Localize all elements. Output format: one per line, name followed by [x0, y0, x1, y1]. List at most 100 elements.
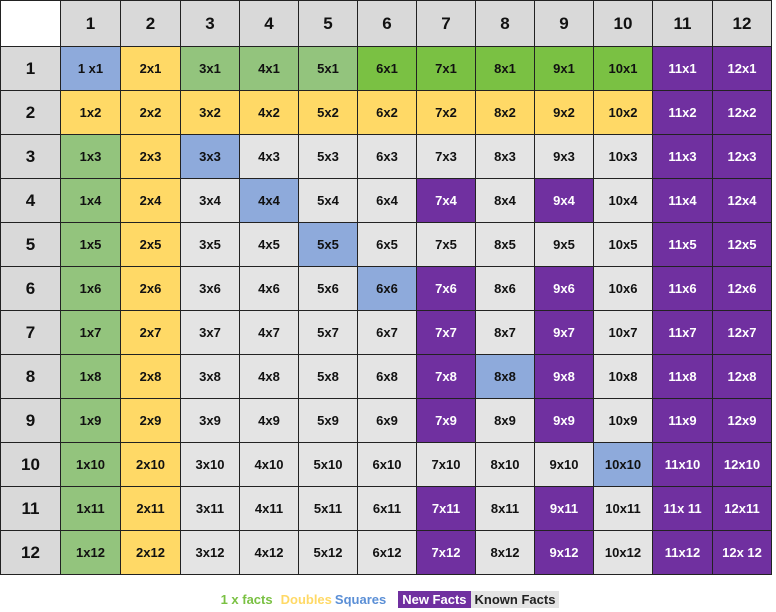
fact-cell: 12x10	[712, 442, 772, 487]
row-header: 2	[0, 90, 61, 135]
column-header: 1	[60, 0, 121, 47]
fact-cell: 4x4	[239, 178, 299, 223]
fact-cell: 12x11	[712, 486, 772, 531]
fact-cell: 6x12	[357, 530, 417, 575]
fact-cell: 9x10	[534, 442, 594, 487]
fact-cell: 9x1	[534, 46, 594, 91]
fact-cell: 2x10	[120, 442, 181, 487]
fact-cell: 3x3	[180, 134, 240, 179]
row-header: 5	[0, 222, 61, 267]
row-header: 8	[0, 354, 61, 399]
fact-cell: 1x3	[60, 134, 121, 179]
fact-cell: 3x5	[180, 222, 240, 267]
fact-cell: 11x6	[652, 266, 713, 311]
column-header: 10	[593, 0, 653, 47]
row-header: 7	[0, 310, 61, 355]
fact-cell: 11x7	[652, 310, 713, 355]
legend-doubles: Doubles	[280, 591, 332, 607]
fact-cell: 7x4	[416, 178, 476, 223]
fact-cell: 4x5	[239, 222, 299, 267]
fact-cell: 12x4	[712, 178, 772, 223]
fact-cell: 12x6	[712, 266, 772, 311]
row-header: 6	[0, 266, 61, 311]
fact-cell: 11x8	[652, 354, 713, 399]
fact-cell: 2x8	[120, 354, 181, 399]
legend: 1 x facts Doubles Squares New Facts Know…	[0, 588, 776, 610]
fact-cell: 8x6	[475, 266, 535, 311]
fact-cell: 8x7	[475, 310, 535, 355]
fact-cell: 9x9	[534, 398, 594, 443]
fact-cell: 8x11	[475, 486, 535, 531]
fact-cell: 10x10	[593, 442, 653, 487]
column-header: 11	[652, 0, 713, 47]
fact-cell: 11x4	[652, 178, 713, 223]
row-header: 12	[0, 530, 61, 575]
fact-cell: 8x10	[475, 442, 535, 487]
fact-cell: 10x5	[593, 222, 653, 267]
column-header: 2	[120, 0, 181, 47]
fact-cell: 7x8	[416, 354, 476, 399]
fact-cell: 7x9	[416, 398, 476, 443]
column-header: 12	[712, 0, 772, 47]
fact-cell: 10x9	[593, 398, 653, 443]
row-header: 9	[0, 398, 61, 443]
fact-cell: 6x9	[357, 398, 417, 443]
fact-cell: 2x11	[120, 486, 181, 531]
fact-cell: 8x1	[475, 46, 535, 91]
legend-known-facts: Known Facts	[470, 590, 560, 608]
fact-cell: 9x12	[534, 530, 594, 575]
fact-cell: 5x3	[298, 134, 358, 179]
fact-cell: 10x8	[593, 354, 653, 399]
fact-cell: 7x1	[416, 46, 476, 91]
fact-cell: 4x11	[239, 486, 299, 531]
fact-cell: 2x7	[120, 310, 181, 355]
fact-cell: 5x9	[298, 398, 358, 443]
fact-cell: 7x7	[416, 310, 476, 355]
fact-cell: 1x12	[60, 530, 121, 575]
fact-cell: 8x9	[475, 398, 535, 443]
row-header: 11	[0, 486, 61, 531]
fact-cell: 5x1	[298, 46, 358, 91]
fact-cell: 5x8	[298, 354, 358, 399]
fact-cell: 11x5	[652, 222, 713, 267]
fact-cell: 2x1	[120, 46, 181, 91]
fact-cell: 12x3	[712, 134, 772, 179]
legend-one-facts: 1 x facts	[220, 591, 273, 607]
fact-cell: 8x4	[475, 178, 535, 223]
fact-cell: 1x2	[60, 90, 121, 135]
fact-cell: 7x2	[416, 90, 476, 135]
fact-cell: 2x6	[120, 266, 181, 311]
fact-cell: 6x3	[357, 134, 417, 179]
fact-cell: 1x8	[60, 354, 121, 399]
fact-cell: 4x6	[239, 266, 299, 311]
fact-cell: 3x10	[180, 442, 240, 487]
fact-cell: 10x3	[593, 134, 653, 179]
column-header: 7	[416, 0, 476, 47]
fact-cell: 10x4	[593, 178, 653, 223]
fact-cell: 2x2	[120, 90, 181, 135]
fact-cell: 4x8	[239, 354, 299, 399]
fact-cell: 3x1	[180, 46, 240, 91]
fact-cell: 12x8	[712, 354, 772, 399]
column-header: 9	[534, 0, 594, 47]
fact-cell: 5x4	[298, 178, 358, 223]
fact-cell: 10x2	[593, 90, 653, 135]
column-header: 4	[239, 0, 299, 47]
fact-cell: 3x9	[180, 398, 240, 443]
fact-cell: 8x2	[475, 90, 535, 135]
fact-cell: 3x7	[180, 310, 240, 355]
fact-cell: 10x1	[593, 46, 653, 91]
fact-cell: 8x12	[475, 530, 535, 575]
fact-cell: 2x4	[120, 178, 181, 223]
fact-cell: 1x5	[60, 222, 121, 267]
legend-squares: Squares	[334, 591, 387, 607]
fact-cell: 8x8	[475, 354, 535, 399]
fact-cell: 9x3	[534, 134, 594, 179]
fact-cell: 4x2	[239, 90, 299, 135]
fact-cell: 2x9	[120, 398, 181, 443]
fact-cell: 6x11	[357, 486, 417, 531]
fact-cell: 4x10	[239, 442, 299, 487]
row-header: 3	[0, 134, 61, 179]
fact-cell: 3x12	[180, 530, 240, 575]
fact-cell: 7x6	[416, 266, 476, 311]
